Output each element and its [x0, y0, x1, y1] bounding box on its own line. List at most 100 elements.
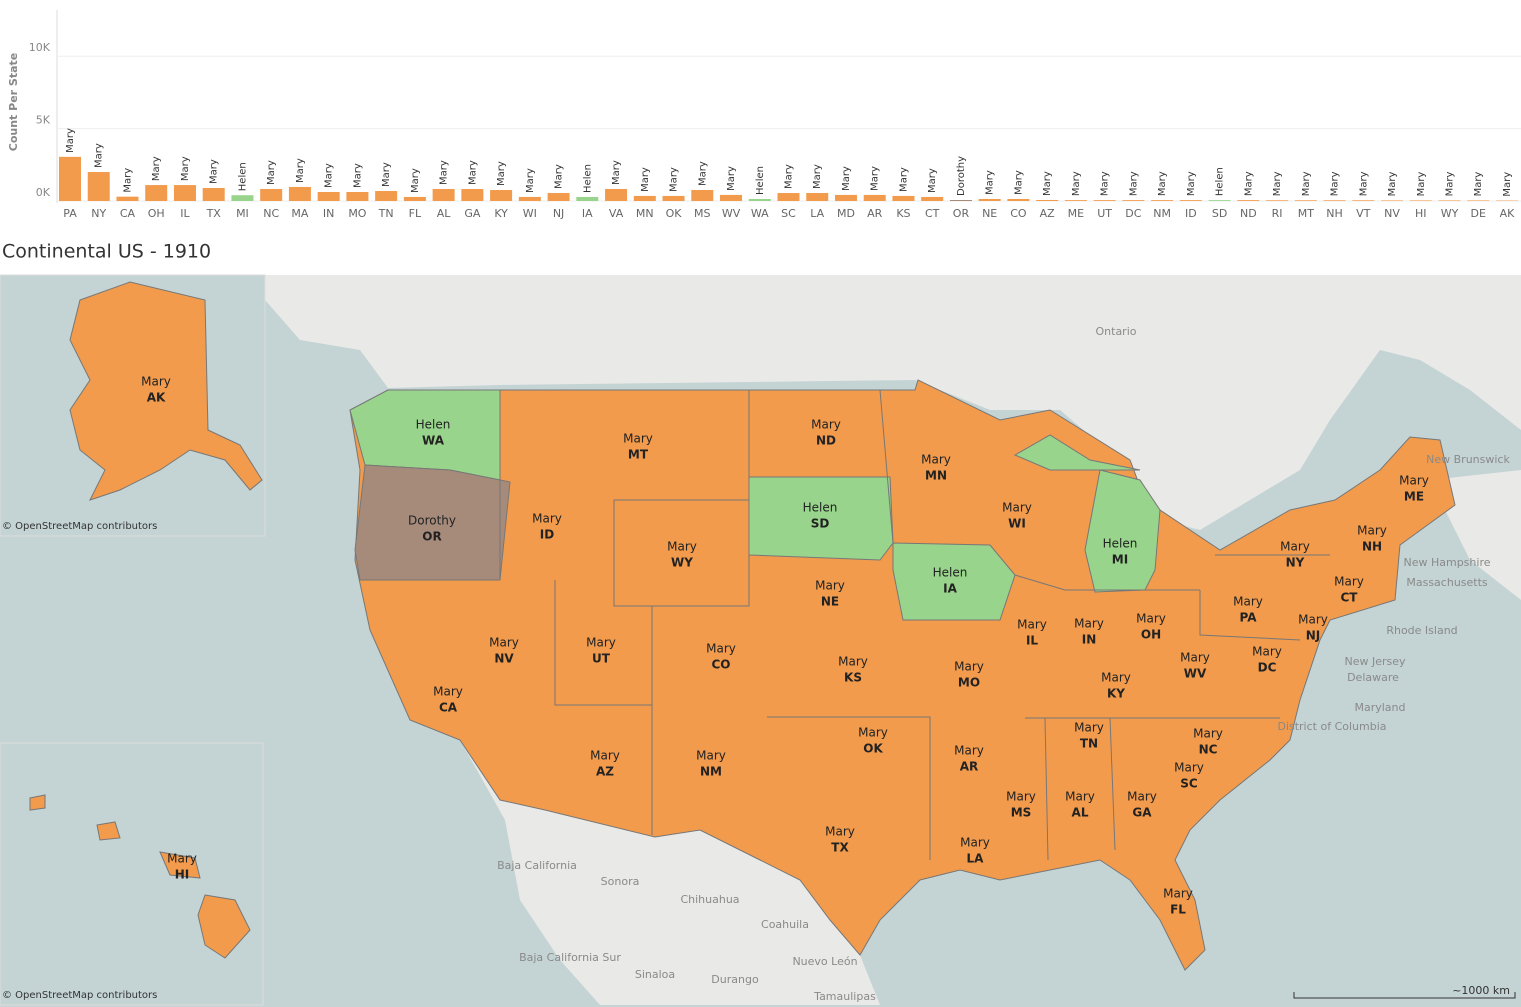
place-label: Sonora	[601, 875, 640, 888]
state-name: Mary	[1233, 595, 1263, 609]
x-tick-label: NH	[1326, 207, 1343, 220]
value-label: Helen	[1215, 167, 1226, 196]
bar	[834, 194, 857, 201]
state-code: OH	[1141, 628, 1161, 642]
state-name: Mary	[1074, 617, 1104, 631]
state-code: ME	[1404, 490, 1424, 504]
state-code: CT	[1341, 591, 1359, 605]
y-tick-label: 0K	[36, 186, 51, 199]
state-code: NH	[1362, 540, 1382, 554]
y-tick-label: 5K	[36, 114, 51, 127]
bar	[461, 188, 484, 201]
place-label: Tamaulipas	[813, 990, 876, 1003]
state-name: Dorothy	[408, 514, 456, 528]
scale-label: ~1000 km	[1452, 984, 1510, 997]
bar	[1093, 200, 1116, 201]
value-label: Mary	[352, 163, 363, 188]
x-tick-label: MI	[236, 207, 249, 220]
state-shape	[1013, 434, 1161, 593]
bar	[231, 195, 254, 201]
state-name: Mary	[696, 749, 726, 763]
bar	[1323, 200, 1346, 201]
state-code: OR	[422, 530, 441, 544]
x-tick-label: MO	[348, 207, 366, 220]
state-name: Mary	[1002, 501, 1032, 515]
state-name: Mary	[838, 655, 868, 669]
state-border	[499, 389, 1330, 861]
state-code: NM	[700, 765, 722, 779]
y-tick-label: 10K	[29, 41, 51, 54]
x-tick-label: VT	[1356, 207, 1371, 220]
x-tick-label: CA	[120, 207, 136, 220]
place-label: Nuevo León	[792, 955, 857, 968]
state-name: Mary	[1280, 540, 1310, 554]
x-tick-label: ID	[1185, 207, 1197, 220]
state-code: IN	[1082, 633, 1097, 647]
bar	[806, 193, 829, 201]
bar	[1122, 200, 1145, 201]
state-name: Mary	[858, 726, 888, 740]
value-label: Mary	[381, 162, 392, 187]
x-tick-label: SC	[781, 207, 796, 220]
state-name: Mary	[1334, 575, 1364, 589]
x-tick-label: NM	[1153, 207, 1171, 220]
bar	[202, 187, 225, 201]
canada-land	[265, 275, 1521, 530]
state-code: HI	[175, 868, 190, 882]
state-name: Mary	[167, 852, 197, 866]
state-name: Mary	[1174, 761, 1204, 775]
place-label: Massachusetts	[1406, 576, 1488, 589]
value-label: Mary	[898, 167, 909, 192]
bar	[777, 193, 800, 201]
hawaii-inset	[0, 742, 264, 1006]
bar	[921, 196, 944, 201]
x-tick-label: MA	[291, 207, 308, 220]
bar	[1352, 200, 1375, 201]
x-tick-label: AZ	[1040, 207, 1056, 220]
state-code: WV	[1184, 667, 1207, 681]
state-name: Mary	[623, 432, 653, 446]
bar	[490, 189, 513, 201]
state-code: OK	[863, 742, 883, 756]
state-code: GA	[1132, 806, 1152, 820]
place-label: Coahuila	[761, 918, 809, 931]
value-label: Mary	[697, 161, 708, 186]
bar	[1237, 200, 1260, 201]
bar	[547, 193, 570, 201]
value-label: Dorothy	[956, 156, 967, 196]
value-label: Mary	[1416, 172, 1427, 197]
map: © OpenStreetMap contributors © OpenStree…	[0, 274, 1521, 1007]
value-label: Mary	[180, 156, 191, 181]
x-tick-label: ND	[1240, 207, 1257, 220]
value-label: Mary	[640, 167, 651, 192]
state-name: Mary	[489, 636, 519, 650]
value-label: Mary	[1013, 170, 1024, 195]
state-name: Mary	[1180, 651, 1210, 665]
x-tick-label: AK	[1500, 207, 1516, 220]
state-code: IA	[943, 582, 957, 596]
value-label: Mary	[1301, 171, 1312, 196]
value-label: Mary	[1042, 171, 1053, 196]
value-label: Mary	[669, 167, 680, 192]
x-tick-label: OR	[953, 207, 970, 220]
state-name: Mary	[1127, 790, 1157, 804]
x-tick-label: WI	[523, 207, 537, 220]
value-label: Mary	[726, 166, 737, 191]
value-label: Mary	[467, 160, 478, 185]
state-code: ND	[816, 434, 836, 448]
place-label: New Hampshire	[1403, 556, 1490, 569]
value-label: Mary	[1502, 172, 1513, 197]
x-tick-label: HI	[1415, 207, 1427, 220]
x-tick-label: WV	[722, 207, 741, 220]
state-code: TX	[831, 841, 849, 855]
place-label: Rhode Island	[1386, 624, 1457, 637]
state-code: MI	[1112, 553, 1128, 567]
state-code: AK	[147, 391, 166, 405]
x-tick-label: MN	[636, 207, 654, 220]
bar	[892, 195, 915, 201]
bar	[1438, 200, 1461, 201]
x-tick-label: AR	[867, 207, 883, 220]
place-label: Baja California Sur	[519, 951, 621, 964]
state-code: MS	[1011, 806, 1032, 820]
x-tick-label: NE	[982, 207, 997, 220]
